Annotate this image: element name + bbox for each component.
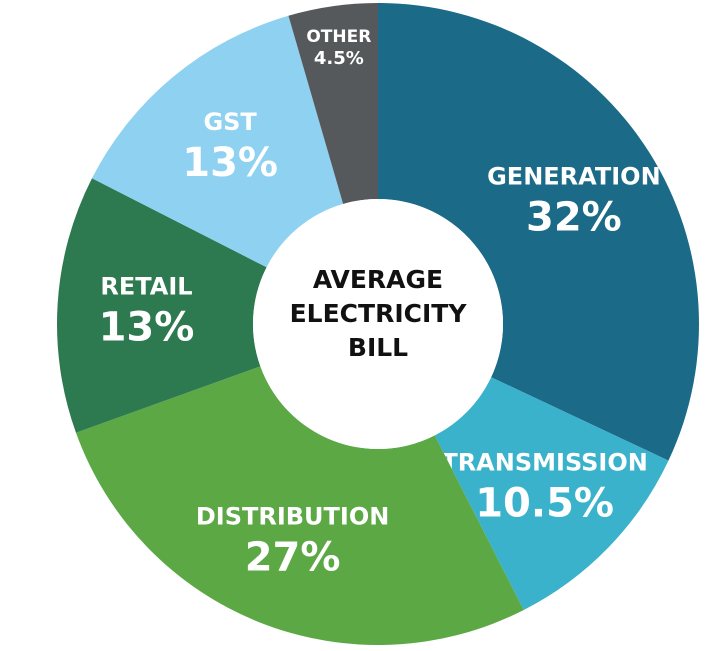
slice bbox=[57, 178, 267, 433]
slice-label: RETAIL bbox=[100, 272, 192, 300]
value-label: 10.5% bbox=[475, 480, 614, 526]
value-label: 13% bbox=[182, 140, 278, 186]
value-label: 13% bbox=[99, 304, 195, 350]
slice bbox=[288, 3, 378, 204]
slice bbox=[378, 3, 699, 461]
donut-hole bbox=[253, 199, 503, 449]
slice-label: GENERATION bbox=[487, 163, 661, 191]
value-label: 32% bbox=[526, 195, 622, 241]
chart-title: AVERAGE ELECTRICITY BILL bbox=[289, 265, 467, 362]
value-label: 27% bbox=[245, 535, 341, 581]
slice-label: TRANSMISSION bbox=[441, 448, 648, 476]
slice bbox=[434, 377, 669, 611]
slice bbox=[91, 15, 344, 268]
slice-label: OTHER bbox=[306, 27, 371, 47]
value-label: 4.5% bbox=[314, 48, 364, 69]
slice bbox=[75, 366, 524, 645]
slice-label: DISTRIBUTION bbox=[196, 503, 390, 531]
slice-label: GST bbox=[203, 108, 257, 136]
